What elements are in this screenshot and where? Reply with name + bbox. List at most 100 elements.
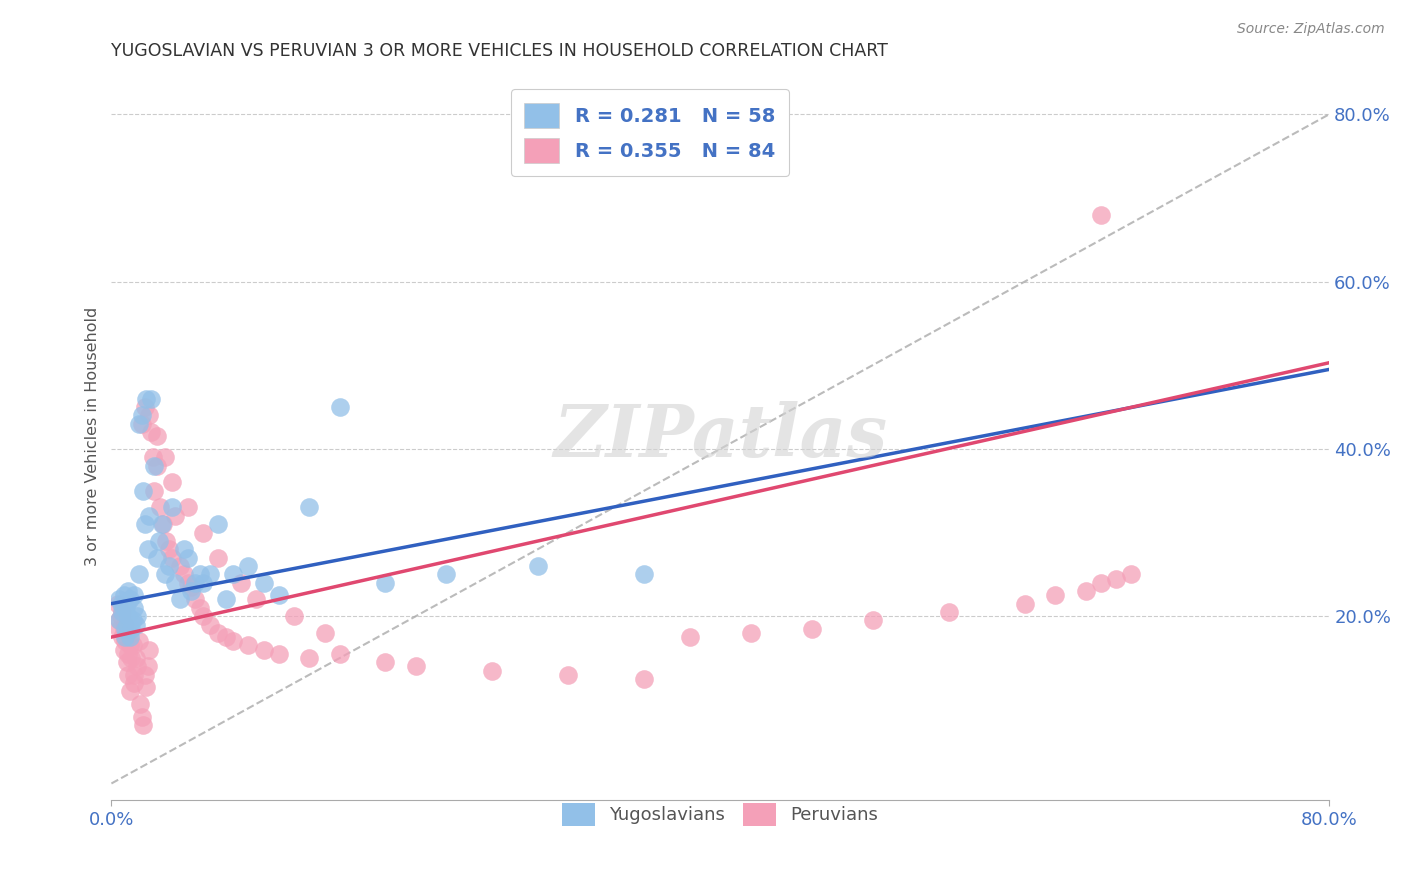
Point [267,588,290,602]
Point [118,684,141,698]
Point [118,592,141,607]
Point [1090,575,1112,590]
Point [155,533,177,548]
Point [131,409,153,423]
Point [132,718,155,732]
Point [176,500,198,515]
Point [633,672,655,686]
Point [238,639,260,653]
Point [141,450,163,465]
Point [180,584,202,599]
Point [128,417,150,431]
Point [128,567,150,582]
Point [139,425,162,439]
Point [114,622,136,636]
Point [108,613,131,627]
Point [207,550,229,565]
Point [1045,588,1067,602]
Point [329,400,352,414]
Point [481,664,503,678]
Point [1090,208,1112,222]
Point [374,575,396,590]
Point [200,567,222,582]
Point [188,600,211,615]
Point [135,392,157,406]
Point [434,567,457,582]
Legend: Yugoslavians, Peruvians: Yugoslavians, Peruvians [554,794,887,835]
Point [150,517,173,532]
Point [165,575,187,590]
Point [157,559,180,574]
Point [229,575,252,590]
Point [146,458,169,473]
Point [117,667,139,681]
Point [120,622,142,636]
Point [108,622,131,636]
Point [136,542,159,557]
Point [191,525,214,540]
Point [135,680,157,694]
Point [184,575,207,590]
Point [111,630,134,644]
Point [115,655,138,669]
Point [557,667,579,681]
Point [862,613,884,627]
Point [679,630,702,644]
Point [122,600,145,615]
Point [1105,572,1128,586]
Point [127,659,149,673]
Point [112,642,135,657]
Point [118,630,141,644]
Point [314,626,336,640]
Point [112,600,135,615]
Point [127,609,149,624]
Point [153,450,176,465]
Point [118,639,141,653]
Point [148,533,170,548]
Point [222,634,245,648]
Point [128,634,150,648]
Point [149,500,172,515]
Point [191,575,214,590]
Y-axis label: 3 or more Vehicles in Household: 3 or more Vehicles in Household [86,307,100,566]
Point [122,676,145,690]
Point [173,567,195,582]
Point [152,517,174,532]
Point [138,508,160,523]
Point [740,626,762,640]
Point [134,400,156,414]
Point [283,609,305,624]
Point [122,667,145,681]
Point [115,597,138,611]
Point [298,651,321,665]
Point [207,626,229,640]
Point [329,647,352,661]
Point [214,592,236,607]
Point [162,475,184,490]
Point [114,630,136,644]
Point [222,567,245,582]
Point [107,597,129,611]
Point [800,622,823,636]
Point [162,550,184,565]
Point [200,617,222,632]
Point [111,605,134,619]
Text: ZIPatlas: ZIPatlas [554,401,887,472]
Point [121,639,143,653]
Point [114,634,136,648]
Point [131,709,153,723]
Point [115,617,138,632]
Point [157,542,180,557]
Point [112,622,135,636]
Point [180,580,202,594]
Point [176,550,198,565]
Point [184,592,207,607]
Point [267,647,290,661]
Point [214,630,236,644]
Point [169,559,191,574]
Point [176,575,198,590]
Text: Source: ZipAtlas.com: Source: ZipAtlas.com [1237,22,1385,37]
Point [207,517,229,532]
Point [138,642,160,657]
Point [188,567,211,582]
